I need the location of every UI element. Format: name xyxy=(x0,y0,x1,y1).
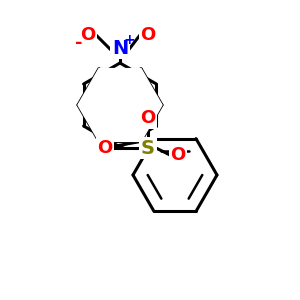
Text: O: O xyxy=(80,26,96,44)
Polygon shape xyxy=(78,69,162,141)
Text: O: O xyxy=(140,109,156,127)
Text: N: N xyxy=(112,38,128,58)
Text: O: O xyxy=(170,146,186,164)
Text: -: - xyxy=(75,34,83,52)
Text: O: O xyxy=(98,139,112,157)
Text: S: S xyxy=(141,139,155,158)
Text: +: + xyxy=(123,33,135,47)
Text: O: O xyxy=(98,139,112,157)
Text: O: O xyxy=(140,26,156,44)
